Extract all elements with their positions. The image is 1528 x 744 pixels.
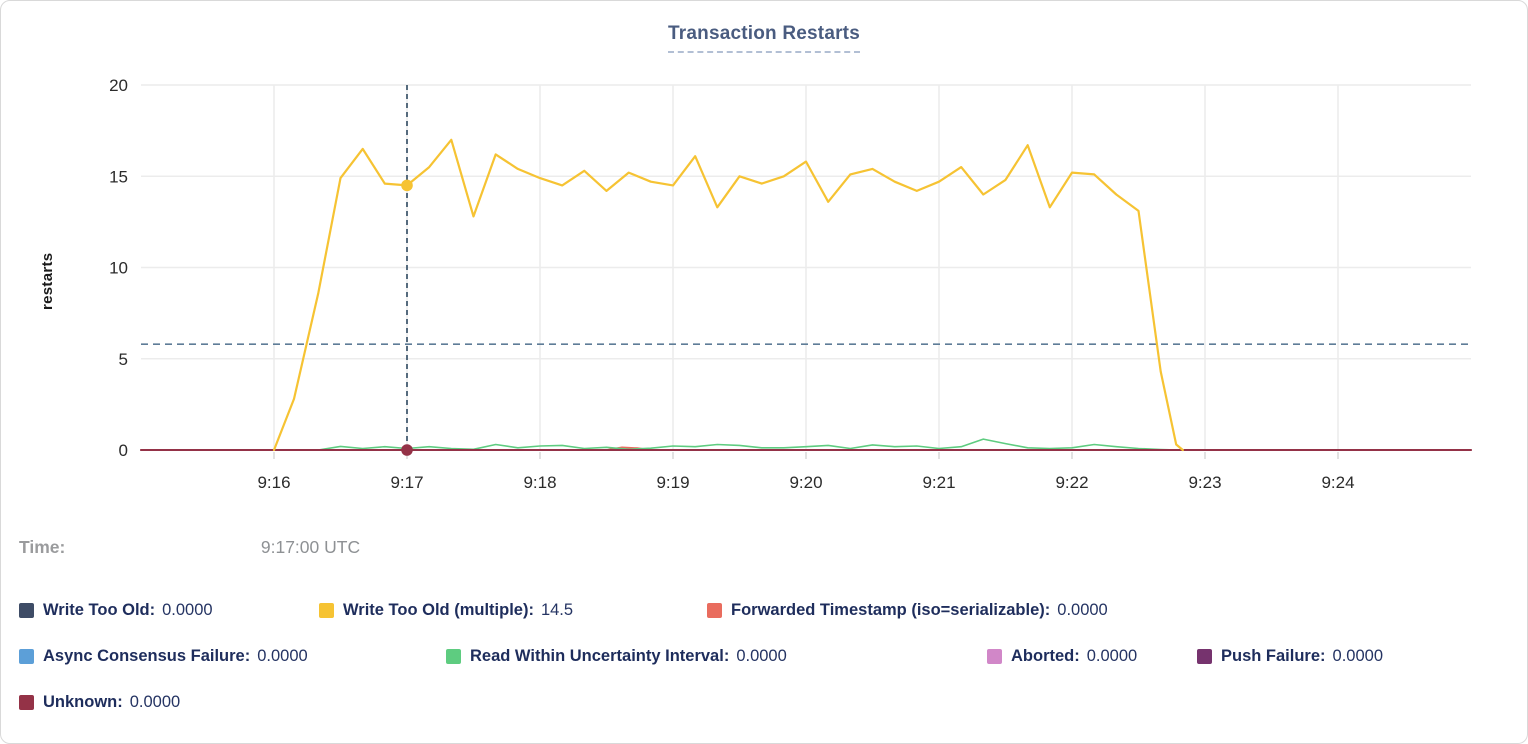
legend-label: Push Failure:	[1221, 646, 1326, 665]
legend-swatch-aborted	[987, 648, 1002, 664]
legend-swatch-unknown	[19, 694, 34, 710]
chart-title-text[interactable]: Transaction Restarts	[668, 23, 860, 53]
legend-item-unknown[interactable]: Unknown: 0.0000	[19, 693, 1527, 712]
legend-label: Write Too Old (multiple):	[343, 600, 534, 619]
line-chart[interactable]: 0 5 10 15 20 9:16 9:17 9:18 9:19 9:20 9:21 9:22 9:23…	[1, 1, 1528, 521]
x-tick-label: 9:19	[656, 473, 689, 492]
legend-swatch-async-consensus-failure	[19, 648, 34, 664]
legend-value: 0.0000	[162, 600, 213, 619]
x-tick-label: 9:20	[789, 473, 822, 492]
y-tick-label: 10	[109, 259, 128, 278]
y-tick-label: 20	[109, 76, 128, 95]
y-tick-label: 5	[119, 350, 128, 369]
legend-item-read-within-uncertainty-interval[interactable]: Read Within Uncertainty Interval: 0.0000	[446, 647, 987, 666]
legend-value: 0.0000	[257, 646, 308, 665]
time-label: Time:	[19, 537, 66, 557]
series-line-read-within-uncertainty-interval	[317, 438, 1180, 451]
legend-label: Forwarded Timestamp (iso=serializable):	[731, 600, 1051, 619]
x-tick-label: 9:23	[1188, 473, 1221, 492]
x-tick-label: 9:22	[1055, 473, 1088, 492]
x-tick-label: 9:17	[390, 473, 423, 492]
legend-row: Write Too Old: 0.0000 Write Too Old (multi…	[19, 587, 1527, 633]
x-tick-label: 9:24	[1321, 473, 1354, 492]
legend-value: 0.0000	[129, 692, 181, 711]
legend-item-async-consensus-failure[interactable]: Async Consensus Failure: 0.0000	[19, 647, 446, 666]
legend-item-write-too-old[interactable]: Write Too Old: 0.0000	[19, 601, 319, 620]
x-tick-label: 9:18	[523, 473, 556, 492]
y-tick-label: 15	[109, 167, 128, 186]
legend-label: Read Within Uncertainty Interval:	[470, 646, 730, 665]
legend-item-aborted[interactable]: Aborted: 0.0000	[987, 647, 1197, 666]
legend-swatch-write-too-old	[19, 602, 34, 618]
legend-value: 0.0000	[736, 646, 787, 665]
legend-swatch-read-within-uncertainty-interval	[446, 648, 461, 664]
legend: Write Too Old: 0.0000 Write Too Old (multi…	[1, 587, 1527, 725]
series-line-write-too-old-multiple	[272, 138, 1184, 452]
legend-row: Unknown: 0.0000	[19, 679, 1527, 725]
legend-swatch-push-failure	[1197, 648, 1212, 664]
legend-item-push-failure[interactable]: Push Failure: 0.0000	[1197, 647, 1527, 666]
hover-time-row: Time: 9:17:00 UTC	[19, 537, 360, 558]
legend-label: Aborted:	[1011, 646, 1080, 665]
legend-value: 0.0000	[1057, 600, 1108, 619]
x-tick-label: 9:16	[257, 473, 290, 492]
time-value: 9:17:00 UTC	[260, 537, 361, 557]
legend-swatch-write-too-old-multiple	[319, 602, 334, 618]
legend-item-write-too-old-multiple[interactable]: Write Too Old (multiple): 14.5	[319, 601, 707, 620]
hover-dot-unknown	[401, 444, 413, 456]
legend-label: Write Too Old:	[43, 600, 156, 619]
legend-value: 14.5	[540, 600, 574, 619]
legend-item-forwarded-timestamp-iso-serializable[interactable]: Forwarded Timestamp (iso=serializable): 0…	[707, 601, 1527, 620]
legend-label: Unknown:	[43, 692, 123, 711]
legend-swatch-forwarded-timestamp-iso-serializable	[707, 602, 722, 618]
legend-row: Async Consensus Failure: 0.0000 Read Withi…	[19, 633, 1527, 679]
legend-label: Async Consensus Failure:	[43, 646, 251, 665]
legend-value: 0.0000	[1332, 646, 1383, 665]
legend-value: 0.0000	[1086, 646, 1138, 665]
x-tick-label: 9:21	[922, 473, 955, 492]
y-tick-label: 0	[119, 441, 128, 460]
chart-title: Transaction Restarts	[1, 23, 1527, 53]
hover-dot-write-too-old-multiple	[401, 179, 413, 192]
